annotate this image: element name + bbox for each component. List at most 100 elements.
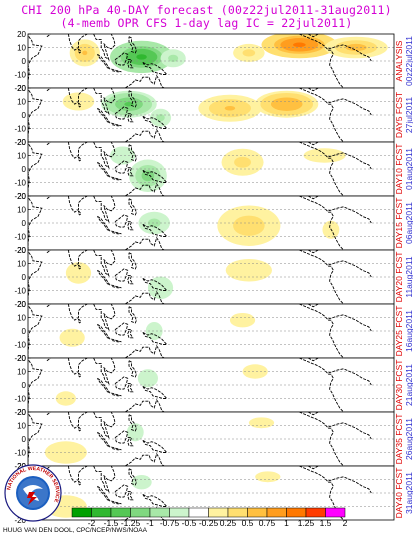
coastline bbox=[121, 182, 165, 196]
ytick-label: 10 bbox=[17, 260, 26, 269]
panel-date: 27jul2011 bbox=[404, 97, 413, 134]
coastline bbox=[46, 88, 51, 92]
coastline bbox=[328, 152, 372, 170]
colorbar-label: -0.25 bbox=[199, 518, 219, 528]
coastline bbox=[127, 59, 134, 69]
coastline bbox=[93, 358, 116, 385]
anomaly-band bbox=[139, 480, 145, 485]
coastline bbox=[111, 338, 122, 343]
coastline bbox=[299, 34, 344, 88]
colorbar-swatch bbox=[227, 507, 248, 518]
coastline bbox=[28, 359, 43, 412]
colorbar-label: 1.5 bbox=[320, 518, 332, 528]
coastline bbox=[78, 264, 82, 270]
coastline bbox=[93, 142, 116, 169]
coastline bbox=[299, 250, 344, 304]
panel-date: 01aug2011 bbox=[404, 148, 413, 190]
coastline bbox=[28, 143, 43, 196]
coastline-layer bbox=[28, 358, 372, 412]
chart-title: CHI 200 hPa 40-DAY forecast (00z22jul201… bbox=[21, 3, 392, 17]
coastline bbox=[97, 161, 111, 178]
anomaly-band bbox=[69, 335, 76, 340]
coastline bbox=[114, 268, 129, 282]
coastline bbox=[328, 260, 372, 278]
colorbar-swatch bbox=[149, 507, 170, 518]
colorbar-label: -0.75 bbox=[160, 518, 180, 528]
panel-label: DAY30 FCST bbox=[394, 360, 404, 411]
colorbar-swatch bbox=[169, 507, 190, 518]
ytick-label: -10 bbox=[14, 233, 26, 242]
anomaly-band bbox=[170, 56, 176, 61]
coastline bbox=[67, 250, 88, 267]
coastline bbox=[78, 102, 82, 108]
ytick-label: -20 bbox=[14, 138, 26, 147]
colorbar-swatch bbox=[266, 507, 287, 518]
coastline bbox=[299, 304, 344, 358]
coastline-layer bbox=[28, 250, 372, 304]
coastline bbox=[128, 306, 137, 324]
coastline bbox=[128, 414, 137, 432]
coastline bbox=[328, 422, 372, 440]
ytick-label: 0 bbox=[22, 381, 27, 390]
anomaly-band bbox=[152, 328, 157, 334]
ytick-label: 0 bbox=[22, 111, 27, 120]
ytick-label: -20 bbox=[14, 84, 26, 93]
coastline bbox=[93, 466, 116, 493]
coastline bbox=[127, 491, 134, 501]
colorbar-swatch bbox=[91, 507, 112, 518]
coastline-layer bbox=[28, 88, 372, 142]
coastline bbox=[93, 196, 116, 223]
ytick-label: -20 bbox=[14, 408, 26, 417]
ytick-label: -10 bbox=[14, 179, 26, 188]
ytick-label: -20 bbox=[14, 192, 26, 201]
chart-subtitle: (4-memb OPR CFS 1-day lag IC = 22jul2011… bbox=[60, 16, 353, 30]
coastline bbox=[307, 142, 321, 146]
coastline bbox=[307, 196, 321, 200]
colorbar-swatch bbox=[130, 507, 151, 518]
coastline bbox=[46, 250, 51, 254]
coastline bbox=[111, 500, 122, 505]
anomaly-band bbox=[258, 421, 265, 425]
coastline bbox=[307, 358, 320, 362]
ytick-label: 20 bbox=[17, 354, 26, 363]
coastline bbox=[97, 53, 111, 70]
anomaly-band bbox=[158, 115, 163, 120]
coastline bbox=[121, 452, 165, 466]
colorbar-label: 0.75 bbox=[259, 518, 276, 528]
anomaly-band bbox=[281, 101, 292, 107]
colorbar-label: -1.5 bbox=[104, 518, 119, 528]
coastline bbox=[67, 466, 88, 483]
anomaly-band bbox=[145, 376, 151, 381]
panel-label: ANALYSIS bbox=[394, 40, 404, 81]
coastline bbox=[97, 269, 111, 286]
coastline bbox=[78, 318, 82, 324]
panel-date: 00z22jul2011 bbox=[404, 36, 413, 86]
ytick-label: -20 bbox=[14, 354, 26, 363]
anomaly-band bbox=[293, 42, 306, 48]
ytick-label: 0 bbox=[22, 435, 27, 444]
coastline bbox=[307, 412, 320, 416]
ytick-label: 20 bbox=[17, 30, 26, 39]
coastline bbox=[111, 176, 122, 181]
panel-date: 21aug2011 bbox=[404, 364, 413, 406]
coastline bbox=[78, 426, 82, 432]
coastline bbox=[128, 90, 137, 108]
coastline bbox=[128, 360, 137, 378]
coastline bbox=[28, 35, 43, 88]
ytick-label: 20 bbox=[17, 192, 26, 201]
panel-date: 11aug2011 bbox=[404, 256, 413, 298]
coastline bbox=[142, 440, 168, 453]
colorbar-label: 0.25 bbox=[220, 518, 237, 528]
panel-label: DAY10 FCST bbox=[394, 144, 404, 195]
colorbar-swatch bbox=[188, 507, 209, 518]
ytick-label: -20 bbox=[14, 300, 26, 309]
coastline bbox=[127, 437, 134, 447]
coastline bbox=[127, 221, 134, 231]
coastline bbox=[67, 412, 88, 429]
map-panel-day15-fcst: 20 10 0 -10 -20 DAY15 FCST 06aug2011 bbox=[14, 192, 413, 255]
coastline bbox=[46, 196, 51, 200]
coastline bbox=[97, 431, 111, 448]
colorbar-swatch bbox=[208, 507, 229, 518]
map-panel-analysis: 20 10 0 -10 -20 ANALYSIS 00z22jul2011 bbox=[14, 30, 413, 93]
nws-logo: NATIONAL WEATHER SERVICE bbox=[4, 464, 62, 522]
